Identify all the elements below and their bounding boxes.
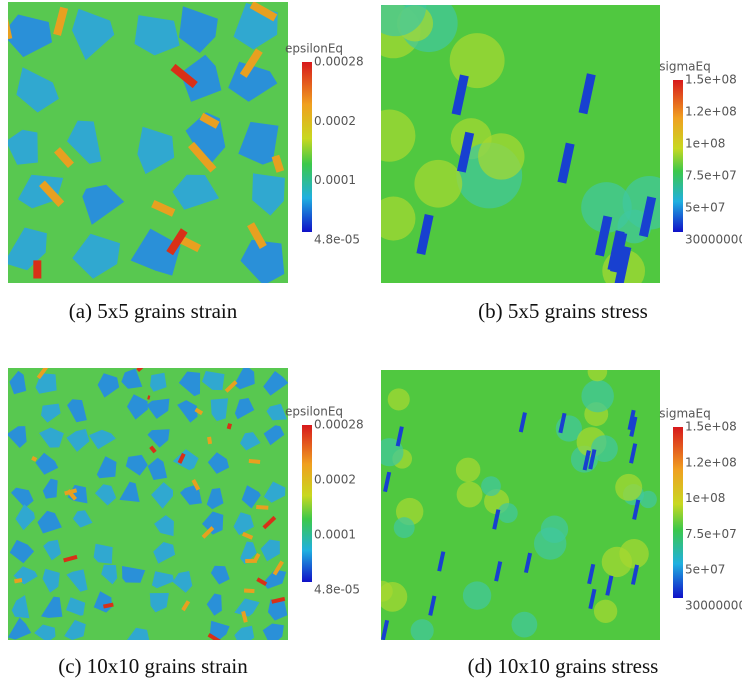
colorbar-label: 0.00028 bbox=[314, 418, 364, 432]
grain-boundary bbox=[243, 611, 246, 622]
colorbar-label: 0.0002 bbox=[314, 473, 356, 487]
stress-zone bbox=[602, 547, 632, 577]
colorbar-label: 7.5e+07 bbox=[685, 527, 737, 541]
grain-boundary bbox=[103, 605, 113, 607]
colorbar-label: 5e+07 bbox=[685, 201, 725, 215]
grain-boundary bbox=[209, 437, 210, 444]
grain-boundary bbox=[14, 580, 22, 581]
stress-zone bbox=[363, 110, 415, 162]
colorbar bbox=[302, 62, 312, 232]
grain-boundary bbox=[3, 12, 9, 39]
colorbar-label: 5e+07 bbox=[685, 563, 725, 577]
stress-zone bbox=[581, 380, 613, 412]
caption: (c) 10x10 grains strain bbox=[58, 654, 248, 678]
stress-zone bbox=[481, 476, 501, 496]
stress-zone bbox=[371, 196, 415, 240]
stress-zone bbox=[588, 362, 608, 382]
colorbar-label: 0.0001 bbox=[314, 173, 356, 187]
stress-zone bbox=[541, 516, 568, 543]
caption: (a) 5x5 grains strain bbox=[69, 299, 238, 323]
stress-zone bbox=[615, 474, 642, 501]
colorbar-label: 0.00028 bbox=[314, 55, 364, 69]
colorbar-label: 1e+08 bbox=[685, 137, 725, 151]
colorbar-label: 0.0002 bbox=[314, 114, 356, 128]
stress-zone bbox=[411, 619, 434, 642]
stress-zone bbox=[498, 503, 518, 523]
colorbar-label: 4.8e-05 bbox=[314, 233, 360, 247]
stress-zone bbox=[450, 33, 505, 88]
colorbar-label: 4.8e-05 bbox=[314, 583, 360, 597]
stress-zone bbox=[511, 612, 537, 638]
grain-boundary bbox=[229, 424, 230, 429]
colorbar-label: 0.0001 bbox=[314, 528, 356, 542]
colorbar-title: sigmaEq bbox=[659, 407, 710, 421]
caption: (b) 5x5 grains stress bbox=[478, 299, 648, 323]
stress-zone bbox=[594, 600, 617, 623]
grain-boundary bbox=[244, 591, 254, 592]
colorbar bbox=[302, 425, 312, 582]
grain-boundary bbox=[275, 156, 280, 172]
colorbar-label: 1.5e+08 bbox=[685, 420, 737, 434]
image bbox=[363, 0, 676, 292]
stress-zone bbox=[456, 458, 480, 482]
grain-boundary bbox=[256, 507, 268, 508]
stress-zone bbox=[457, 482, 483, 508]
grain-boundary bbox=[249, 461, 260, 462]
stress-zone bbox=[414, 160, 462, 208]
colorbar-label: 1.2e+08 bbox=[685, 105, 737, 119]
image bbox=[3, 2, 289, 285]
image bbox=[7, 361, 289, 651]
colorbar-label: 1.2e+08 bbox=[685, 455, 737, 469]
colorbar-label: 1e+08 bbox=[685, 491, 725, 505]
grain-boundary bbox=[32, 458, 36, 460]
grain-boundary bbox=[148, 397, 150, 398]
stress-zone bbox=[591, 435, 618, 462]
stress-zone bbox=[463, 581, 491, 609]
figure: epsilonEq0.000280.00020.00014.8e-05sigma… bbox=[0, 0, 742, 682]
simulation-images: epsilonEq0.000280.00020.00014.8e-05sigma… bbox=[3, 0, 742, 650]
image-background bbox=[381, 370, 660, 640]
colorbar-label: 30000000 bbox=[685, 233, 742, 247]
colorbar-title: epsilonEq bbox=[285, 42, 343, 56]
colorbar-label: 1.5e+08 bbox=[685, 73, 737, 87]
colorbar-label: 30000000 bbox=[685, 599, 742, 613]
colorbar bbox=[673, 427, 683, 598]
colorbar-title: epsilonEq bbox=[285, 405, 343, 419]
stress-zone bbox=[378, 582, 408, 612]
colorbar bbox=[673, 80, 683, 232]
stress-zone bbox=[394, 517, 415, 538]
caption: (d) 10x10 grains stress bbox=[468, 654, 659, 678]
colorbar-title: sigmaEq bbox=[659, 60, 710, 74]
stress-zone bbox=[388, 388, 410, 410]
image bbox=[372, 362, 660, 642]
stress-zone bbox=[478, 133, 524, 179]
colorbar-label: 7.5e+07 bbox=[685, 169, 737, 183]
